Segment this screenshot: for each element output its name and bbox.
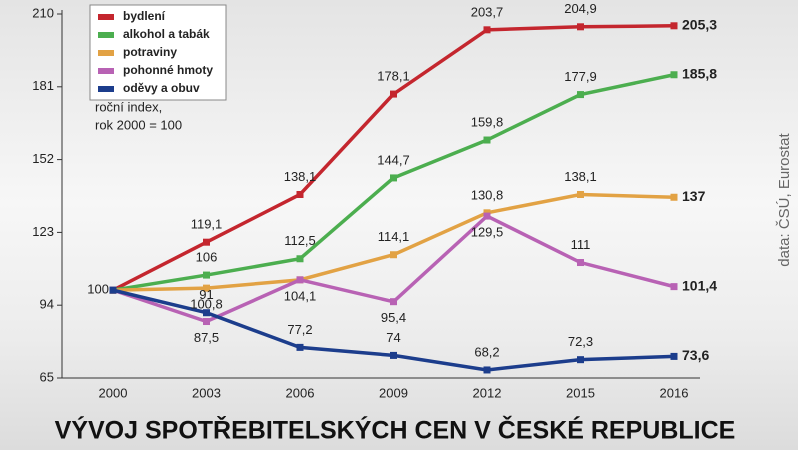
point <box>670 71 678 79</box>
data-label: 137 <box>682 188 706 204</box>
data-label: 129,5 <box>471 225 504 240</box>
annotation: rok 2000 = 100 <box>95 117 182 132</box>
data-label: 138,1 <box>284 169 317 184</box>
point <box>483 366 491 374</box>
data-label: 101,4 <box>682 277 717 293</box>
x-tick-label: 2003 <box>192 385 221 400</box>
data-label: 106 <box>196 250 218 265</box>
y-tick-label: 123 <box>32 224 54 239</box>
point <box>670 352 678 360</box>
point <box>577 190 584 198</box>
data-label: 178,1 <box>377 69 410 84</box>
data-label: 100 <box>87 282 109 297</box>
legend-label: pohonné hmoty <box>123 63 213 77</box>
data-label: 104,1 <box>284 288 317 303</box>
data-label: 73,6 <box>682 347 709 363</box>
data-label: 87,5 <box>194 330 219 345</box>
data-label: 144,7 <box>377 152 410 167</box>
x-tick-label: 2012 <box>473 385 502 400</box>
y-tick-label: 210 <box>32 5 54 20</box>
point <box>203 238 210 246</box>
data-label: 91 <box>199 287 213 302</box>
data-label: 203,7 <box>471 4 504 19</box>
point <box>296 343 304 351</box>
x-tick-label: 2000 <box>99 385 128 400</box>
point <box>296 255 304 263</box>
annotation: roční index, <box>95 99 162 114</box>
data-label: 130,8 <box>471 187 504 202</box>
data-label: 95,4 <box>381 310 406 325</box>
point <box>109 286 117 294</box>
plot-area: 65 94 123 152 181 210 2000 2003 2006 2009 2012 2015… <box>32 1 717 400</box>
x-tick-label: 2015 <box>566 385 595 400</box>
chart-title: VÝVOJ SPOTŘEBITELSKÝCH CEN V ČESKÉ REPUB… <box>55 415 736 445</box>
data-label: 159,8 <box>471 114 504 129</box>
data-label: 114,1 <box>378 229 410 244</box>
y-tick-label: 181 <box>32 78 54 93</box>
point <box>670 283 678 291</box>
data-label: 100,8 <box>190 297 223 312</box>
data-label: 119,1 <box>191 217 223 232</box>
point <box>390 174 397 182</box>
point <box>483 136 491 144</box>
point <box>483 26 491 34</box>
point <box>296 276 304 284</box>
legend-swatch <box>98 68 114 74</box>
legend-label: oděvy a obuv <box>123 81 200 95</box>
point <box>670 193 678 201</box>
data-label: 111 <box>571 237 591 252</box>
x-tick-label: 2016 <box>660 385 689 400</box>
data-label: 68,2 <box>474 344 499 359</box>
legend-label: alkohol a tabák <box>123 27 210 41</box>
point <box>296 190 304 198</box>
y-tick-label: 65 <box>40 369 54 384</box>
x-tick-label: 2006 <box>286 385 315 400</box>
data-label: 177,9 <box>564 69 597 84</box>
point <box>203 318 210 326</box>
data-label: 72,3 <box>568 334 593 349</box>
point <box>203 284 210 292</box>
legend-swatch <box>98 86 114 92</box>
data-label: 74 <box>386 330 400 345</box>
point <box>203 271 210 279</box>
source: data: ČSÚ, Eurostat <box>776 132 793 266</box>
point <box>483 212 491 220</box>
x-tick-label: 2009 <box>379 385 408 400</box>
data-label: 205,3 <box>682 17 717 33</box>
point <box>390 351 397 359</box>
legend-swatch <box>98 14 114 20</box>
point <box>670 22 678 30</box>
point <box>390 90 397 98</box>
point <box>203 309 210 317</box>
point <box>577 259 584 267</box>
data-label: 185,8 <box>682 65 717 81</box>
point <box>577 23 584 31</box>
point <box>577 91 584 99</box>
data-label: 138,1 <box>564 169 597 184</box>
data-label: 112,5 <box>284 233 316 248</box>
point <box>577 356 584 364</box>
legend-label: potraviny <box>123 45 177 59</box>
y-tick-label: 152 <box>32 151 54 166</box>
y-tick-label: 94 <box>40 297 54 312</box>
point <box>390 298 397 306</box>
point <box>390 251 397 259</box>
legend-box <box>89 4 227 101</box>
legend-swatch <box>98 32 114 38</box>
legend-swatch <box>98 50 114 56</box>
data-label: 204,9 <box>564 1 597 16</box>
legend-label: bydlení <box>123 9 166 23</box>
data-label: 77,2 <box>287 322 312 337</box>
